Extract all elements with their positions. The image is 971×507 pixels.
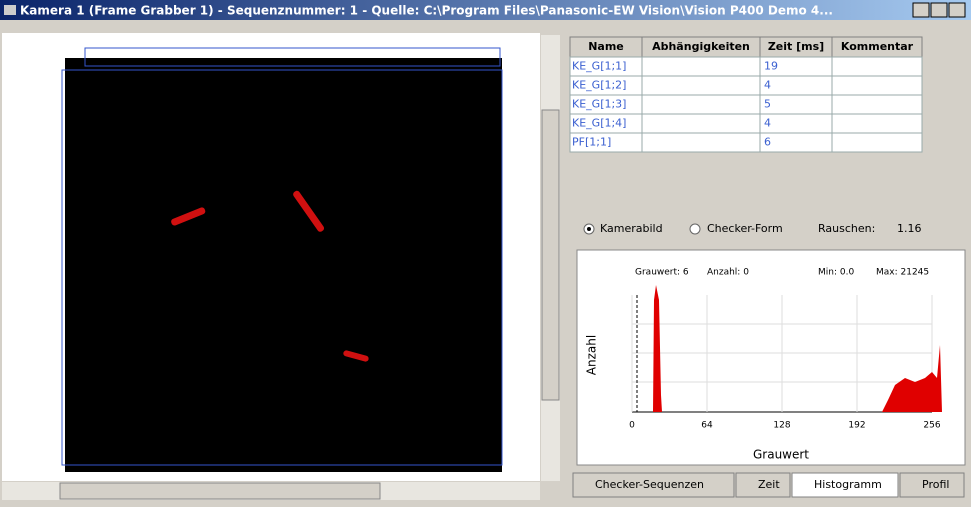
header-text: Name [588, 40, 624, 53]
hist-info: Anzahl: 0 [707, 268, 749, 278]
table-cell [832, 114, 922, 133]
header-text: Kommentar [841, 40, 914, 53]
page: Kamera 1 (Frame Grabber 1) - Sequenznumm… [0, 0, 971, 503]
y-axis-label: Anzahl [585, 335, 599, 375]
sequence-table: Name Abhängigkeiten Zeit [ms] Kommentar KE_G… [570, 37, 922, 152]
cell-time[interactable]: 4 [764, 117, 771, 130]
radio-label[interactable]: Checker-Form [707, 222, 783, 235]
window-title: Kamera 1 (Frame Grabber 1) - Sequenznumm… [20, 4, 833, 18]
table-cell [642, 133, 760, 152]
radio-dot [587, 227, 591, 231]
hist-info: Grauwert: 6 [635, 268, 689, 278]
x-tick-label: 192 [848, 421, 865, 431]
noise-label: Rauschen: [818, 222, 875, 235]
header-text: Abhängigkeiten [652, 40, 750, 53]
cell-name[interactable]: PF[1;1] [572, 136, 611, 149]
noise-value: 1.16 [897, 222, 922, 235]
cell-name[interactable]: KE_G[1;2] [572, 79, 626, 92]
tab-label[interactable]: Histogramm [814, 478, 882, 491]
cell-name[interactable]: KE_G[1;4] [572, 117, 626, 130]
cell-name[interactable]: KE_G[1;3] [572, 98, 626, 111]
tab-label[interactable]: Profil [922, 478, 949, 491]
x-tick-label: 256 [923, 421, 940, 431]
histogram-panel [577, 250, 965, 465]
table-cell [832, 133, 922, 152]
maximize[interactable] [931, 3, 947, 17]
camera-image [65, 58, 502, 472]
table-cell [832, 57, 922, 76]
radio[interactable] [690, 224, 700, 234]
cell-time[interactable]: 5 [764, 98, 771, 111]
close[interactable] [949, 3, 965, 17]
camera-icon [4, 5, 16, 15]
tab-label[interactable]: Zeit [758, 478, 780, 491]
tab-label[interactable]: Checker-Sequenzen [595, 478, 704, 491]
table-cell [642, 95, 760, 114]
header-text: Zeit [ms] [768, 40, 824, 53]
table-cell [832, 76, 922, 95]
x-axis-label: Grauwert [753, 448, 809, 462]
x-tick-label: 0 [629, 421, 635, 431]
radio-label[interactable]: Kamerabild [600, 222, 663, 235]
table-cell [642, 76, 760, 95]
cell-time[interactable]: 19 [764, 60, 778, 73]
cell-time[interactable]: 4 [764, 79, 771, 92]
table-cell [642, 114, 760, 133]
hist-info: Max: 21245 [876, 268, 929, 278]
h-scroll-thumb[interactable] [60, 483, 380, 499]
window: Kamera 1 (Frame Grabber 1) - Sequenznumm… [0, 0, 971, 503]
table-cell [832, 95, 922, 114]
table-cell [642, 57, 760, 76]
x-tick-label: 64 [701, 421, 713, 431]
tab-bar: Checker-Sequenzen Zeit Histogramm Profil [565, 470, 971, 503]
x-tick-label: 128 [773, 421, 790, 431]
hist-info: Min: 0.0 [818, 268, 854, 278]
window-buttons[interactable] [913, 3, 965, 17]
cell-time[interactable]: 6 [764, 136, 771, 149]
minimize[interactable] [913, 3, 929, 17]
cell-name[interactable]: KE_G[1;1] [572, 60, 626, 73]
v-scroll-thumb[interactable] [542, 110, 559, 400]
